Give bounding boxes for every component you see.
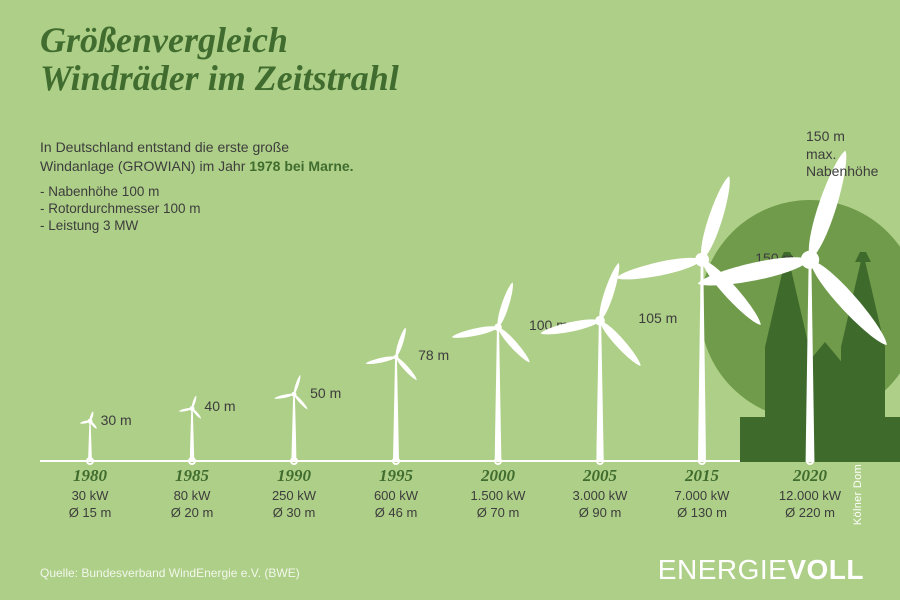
year-block: 1985 80 kW Ø 20 m	[137, 466, 247, 520]
power-label: 1.500 kW	[443, 488, 553, 503]
year-label: 2020	[755, 466, 865, 486]
year-block: 2000 1.500 kW Ø 70 m	[443, 466, 553, 520]
wind-turbine: 100 m	[497, 327, 499, 462]
year-block: 2005 3.000 kW Ø 90 m	[545, 466, 655, 520]
wind-turbine: 30 m	[89, 422, 91, 463]
wind-turbine: 50 m	[293, 395, 295, 463]
year-label: 1985	[137, 466, 247, 486]
height-label: 30 m	[101, 412, 132, 428]
year-label: 2015	[647, 466, 757, 486]
source-text: Quelle: Bundesverband WindEnergie e.V. (…	[40, 566, 300, 580]
title-line2: Windräder im Zeitstrahl	[40, 60, 399, 98]
power-label: 7.000 kW	[647, 488, 757, 503]
brand-bold: VOLL	[787, 554, 864, 585]
year-block: 1980 30 kW Ø 15 m	[35, 466, 145, 520]
diameter-label: Ø 130 m	[647, 505, 757, 520]
brand-thin: ENERGIE	[658, 554, 788, 585]
year-label: 1990	[239, 466, 349, 486]
timeline-axis	[40, 460, 860, 462]
max-l3: Nabenhöhe	[806, 163, 878, 181]
max-l2: max.	[806, 146, 878, 164]
diameter-label: Ø 30 m	[239, 505, 349, 520]
max-height-label: 150 mmax.Nabenhöhe	[806, 128, 878, 181]
power-label: 250 kW	[239, 488, 349, 503]
year-block: 2020 12.000 kW Ø 220 m	[755, 466, 865, 520]
diameter-label: Ø 220 m	[755, 505, 865, 520]
timeline-chart: 198030 kWØ 15 m30 m198580 kWØ 20 m40 m19…	[40, 160, 860, 520]
wind-turbine	[809, 260, 811, 463]
power-label: 80 kW	[137, 488, 247, 503]
year-block: 2015 7.000 kW Ø 130 m	[647, 466, 757, 520]
height-label: 40 m	[204, 398, 235, 414]
wind-turbine: 105 m	[599, 320, 601, 462]
power-label: 3.000 kW	[545, 488, 655, 503]
year-block: 1990 250 kW Ø 30 m	[239, 466, 349, 520]
max-l1: 150 m	[806, 128, 878, 146]
power-label: 30 kW	[35, 488, 145, 503]
diameter-label: Ø 20 m	[137, 505, 247, 520]
page-title: Größenvergleich Windräder im Zeitstrahl	[40, 22, 399, 98]
year-label: 1980	[35, 466, 145, 486]
year-label: 2005	[545, 466, 655, 486]
diameter-label: Ø 70 m	[443, 505, 553, 520]
wind-turbine: 40 m	[191, 408, 193, 462]
brand-logo: ENERGIEVOLL	[658, 554, 864, 586]
title-line1: Größenvergleich	[40, 22, 399, 60]
power-label: 600 kW	[341, 488, 451, 503]
wind-turbine: 78 m	[395, 357, 397, 462]
year-label: 2000	[443, 466, 553, 486]
cathedral-label: Kölner Dom	[852, 464, 864, 525]
diameter-label: Ø 46 m	[341, 505, 451, 520]
diameter-label: Ø 15 m	[35, 505, 145, 520]
height-label: 50 m	[310, 385, 341, 401]
year-block: 1995 600 kW Ø 46 m	[341, 466, 451, 520]
intro-line1: In Deutschland entstand die erste große	[40, 138, 354, 157]
power-label: 12.000 kW	[755, 488, 865, 503]
year-label: 1995	[341, 466, 451, 486]
diameter-label: Ø 90 m	[545, 505, 655, 520]
